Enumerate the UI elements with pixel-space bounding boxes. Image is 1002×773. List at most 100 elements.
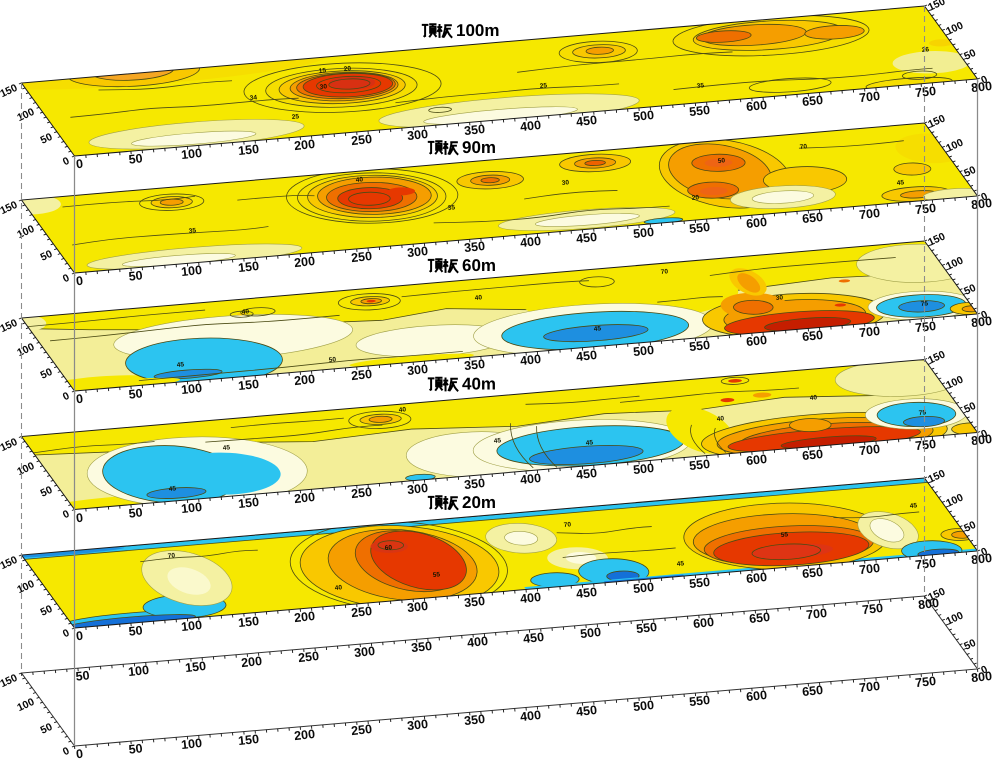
svg-text:800: 800 (970, 79, 992, 95)
svg-text:20: 20 (343, 65, 351, 73)
svg-text:750: 750 (914, 201, 936, 217)
svg-text:600: 600 (745, 215, 767, 231)
svg-text:550: 550 (688, 575, 710, 591)
svg-text:300: 300 (353, 644, 375, 660)
svg-text:30: 30 (561, 179, 569, 187)
svg-text:0: 0 (61, 272, 72, 285)
svg-text:600: 600 (745, 688, 767, 704)
svg-text:550: 550 (688, 220, 710, 236)
svg-text:40m: 40m (462, 375, 496, 394)
svg-text:650: 650 (801, 683, 823, 699)
svg-text:500: 500 (632, 698, 654, 714)
svg-text:26: 26 (921, 46, 929, 54)
svg-text:15: 15 (318, 67, 326, 75)
svg-text:100: 100 (127, 663, 149, 679)
svg-text:450: 450 (575, 113, 597, 129)
svg-text:45: 45 (222, 444, 230, 452)
svg-text:0: 0 (75, 157, 83, 172)
svg-text:750: 750 (914, 437, 936, 453)
svg-text:650: 650 (801, 447, 823, 463)
svg-text:300: 300 (406, 127, 428, 143)
svg-text:45: 45 (909, 502, 917, 510)
svg-text:50: 50 (328, 356, 336, 364)
svg-text:650: 650 (801, 328, 823, 344)
svg-text:400: 400 (519, 118, 541, 134)
svg-text:25: 25 (539, 82, 547, 90)
svg-text:700: 700 (858, 679, 880, 695)
svg-text:35: 35 (696, 82, 704, 90)
svg-text:45: 45 (585, 439, 593, 447)
svg-text:0: 0 (75, 747, 83, 762)
svg-text:700: 700 (858, 89, 880, 105)
svg-text:250: 250 (350, 249, 372, 265)
svg-text:40: 40 (716, 415, 724, 423)
svg-text:50: 50 (39, 603, 55, 619)
svg-text:50: 50 (962, 282, 978, 298)
svg-text:50: 50 (128, 505, 143, 520)
svg-text:500: 500 (632, 225, 654, 241)
svg-text:750: 750 (914, 319, 936, 335)
svg-text:0: 0 (61, 508, 72, 521)
svg-text:45: 45 (676, 560, 684, 568)
svg-text:50: 50 (128, 623, 143, 638)
svg-text:450: 450 (575, 466, 597, 482)
svg-text:700: 700 (858, 324, 880, 340)
svg-text:400: 400 (466, 634, 488, 650)
svg-text:50: 50 (962, 400, 978, 416)
svg-text:250: 250 (350, 367, 372, 383)
svg-text:45: 45 (896, 179, 904, 187)
svg-text:0: 0 (75, 629, 83, 644)
svg-text:550: 550 (688, 457, 710, 473)
svg-text:100: 100 (180, 736, 202, 752)
svg-text:250: 250 (350, 485, 372, 501)
svg-text:200: 200 (240, 654, 262, 670)
svg-text:250: 250 (350, 132, 372, 148)
svg-text:50: 50 (39, 131, 55, 147)
svg-text:800: 800 (970, 196, 992, 212)
svg-text:0: 0 (979, 545, 990, 558)
svg-text:400: 400 (519, 234, 541, 250)
svg-text:50: 50 (39, 721, 55, 737)
svg-text:50: 50 (962, 164, 978, 180)
svg-text:200: 200 (293, 372, 315, 388)
svg-text:250: 250 (350, 722, 372, 738)
svg-text:250: 250 (350, 604, 372, 620)
svg-text:800: 800 (970, 551, 992, 567)
svg-text:450: 450 (575, 348, 597, 364)
svg-text:30: 30 (319, 83, 327, 91)
svg-text:0: 0 (979, 308, 990, 321)
svg-text:25: 25 (291, 113, 299, 121)
svg-text:50: 50 (717, 157, 725, 165)
svg-text:550: 550 (688, 693, 710, 709)
svg-text:150: 150 (237, 732, 259, 748)
svg-text:50: 50 (128, 151, 143, 166)
svg-text:700: 700 (858, 206, 880, 222)
svg-text:450: 450 (575, 585, 597, 601)
svg-text:450: 450 (575, 230, 597, 246)
svg-text:75: 75 (920, 300, 928, 308)
svg-text:350: 350 (463, 476, 485, 492)
svg-text:70: 70 (799, 143, 807, 151)
svg-text:40: 40 (474, 294, 482, 302)
svg-text:700: 700 (858, 561, 880, 577)
svg-text:40: 40 (809, 394, 817, 402)
svg-text:700: 700 (858, 442, 880, 458)
svg-text:50: 50 (39, 248, 55, 264)
svg-text:800: 800 (917, 596, 939, 612)
svg-text:0: 0 (61, 745, 72, 758)
svg-text:50: 50 (128, 386, 143, 401)
svg-text:750: 750 (861, 601, 883, 617)
svg-text:800: 800 (970, 432, 992, 448)
svg-text:500: 500 (632, 580, 654, 596)
svg-text:50: 50 (75, 668, 90, 683)
svg-text:90m: 90m (462, 138, 496, 157)
svg-text:650: 650 (748, 610, 770, 626)
svg-text:400: 400 (519, 590, 541, 606)
svg-text:650: 650 (801, 93, 823, 109)
svg-text:0: 0 (61, 627, 72, 640)
svg-text:150: 150 (237, 614, 259, 630)
svg-text:100: 100 (180, 263, 202, 279)
svg-text:200: 200 (293, 137, 315, 153)
svg-text:0: 0 (61, 390, 72, 403)
svg-text:300: 300 (406, 244, 428, 260)
